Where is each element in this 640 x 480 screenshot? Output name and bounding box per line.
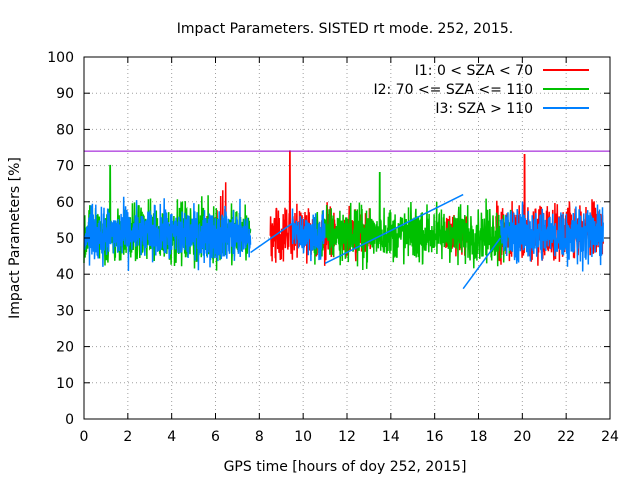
series-3-connector bbox=[250, 222, 293, 254]
x-tick-label: 0 bbox=[80, 429, 89, 445]
x-tick-label: 10 bbox=[294, 429, 312, 445]
x-tick-label: 14 bbox=[382, 429, 400, 445]
y-axis-ticks: 0 10 20 30 40 50 60 70 80 90 100 bbox=[47, 50, 610, 428]
legend-label: I1: 0 < SZA < 70 bbox=[415, 63, 533, 79]
x-tick-label: 2 bbox=[123, 429, 132, 445]
legend: I1: 0 < SZA < 70 I2: 70 <= SZA <= 110 I3: … bbox=[373, 63, 589, 117]
series-3-connector bbox=[324, 193, 464, 265]
series-3 bbox=[83, 193, 604, 290]
legend-label: I3: SZA > 110 bbox=[435, 101, 533, 117]
chart-title: Impact Parameters. SISTED rt mode. 252, … bbox=[177, 21, 513, 37]
y-tick-label: 10 bbox=[56, 376, 74, 392]
series-3-connector bbox=[462, 237, 502, 290]
y-tick-label: 30 bbox=[56, 303, 74, 319]
y-tick-label: 20 bbox=[56, 340, 74, 356]
x-tick-label: 12 bbox=[338, 429, 356, 445]
x-tick-label: 20 bbox=[513, 429, 531, 445]
y-tick-label: 90 bbox=[56, 86, 74, 102]
y-tick-label: 60 bbox=[56, 195, 74, 211]
legend-label: I2: 70 <= SZA <= 110 bbox=[373, 82, 533, 98]
series-3-line bbox=[291, 208, 326, 262]
x-axis-label: GPS time [hours of doy 252, 2015] bbox=[224, 459, 467, 475]
x-tick-label: 6 bbox=[211, 429, 220, 445]
x-tick-label: 18 bbox=[470, 429, 488, 445]
x-tick-label: 22 bbox=[557, 429, 575, 445]
y-tick-label: 40 bbox=[56, 267, 74, 283]
series-3-line bbox=[499, 201, 604, 272]
x-tick-label: 24 bbox=[601, 429, 619, 445]
x-tick-label: 8 bbox=[255, 429, 264, 445]
x-tick-label: 16 bbox=[426, 429, 444, 445]
x-axis-ticks: 0 2 4 6 8 10 12 14 16 18 20 22 24 bbox=[80, 57, 619, 445]
y-axis-label: Impact Parameters [%] bbox=[7, 157, 23, 319]
y-tick-label: 50 bbox=[56, 231, 74, 247]
y-tick-label: 0 bbox=[65, 412, 74, 428]
series-3-line bbox=[83, 196, 252, 272]
y-tick-label: 100 bbox=[47, 50, 74, 66]
y-tick-label: 70 bbox=[56, 159, 74, 175]
x-tick-label: 4 bbox=[167, 429, 176, 445]
y-tick-label: 80 bbox=[56, 122, 74, 138]
plot-series bbox=[83, 150, 605, 290]
